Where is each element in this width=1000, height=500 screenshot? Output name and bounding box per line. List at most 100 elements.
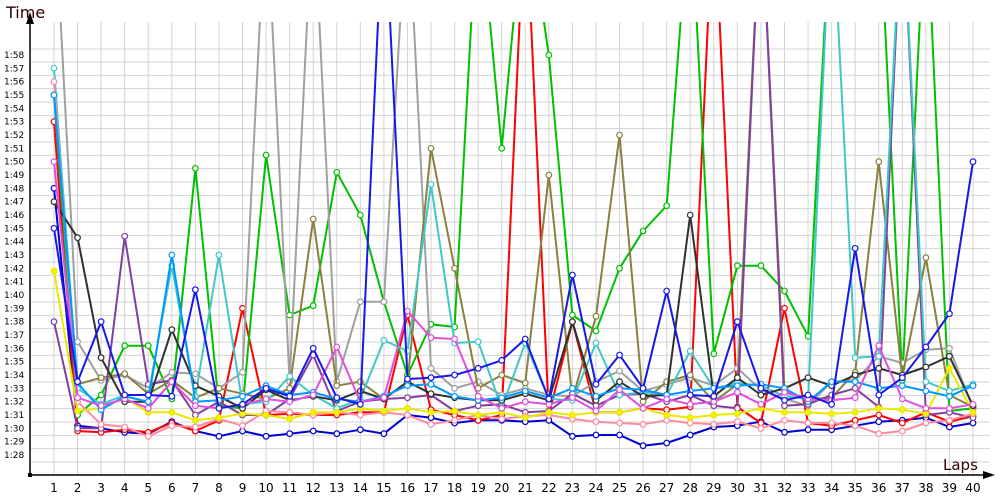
y-tick-label: 1:50	[4, 158, 24, 168]
data-point	[286, 311, 294, 319]
data-point	[521, 379, 529, 387]
data-point	[639, 392, 647, 400]
x-tick-label: 16	[400, 481, 415, 495]
data-point	[380, 298, 388, 306]
data-point	[898, 382, 906, 390]
data-point	[592, 339, 600, 347]
data-point	[851, 394, 859, 402]
x-tick-label: 12	[306, 481, 321, 495]
data-point	[74, 378, 81, 386]
data-point	[757, 424, 765, 432]
y-tick-label: 1:57	[4, 64, 24, 74]
y-tick-label: 1:33	[4, 384, 24, 394]
data-point	[74, 407, 81, 415]
data-point	[545, 51, 553, 59]
x-tick-label: 1	[50, 481, 58, 495]
series-driver-pink	[50, 78, 977, 440]
y-tick-label: 1:47	[4, 198, 24, 208]
data-point	[451, 416, 458, 424]
data-point	[427, 380, 435, 388]
x-axis-arrow	[983, 471, 995, 479]
data-point	[498, 356, 506, 364]
data-point	[521, 414, 529, 422]
data-point	[898, 374, 906, 382]
data-point	[875, 352, 883, 360]
data-point	[710, 420, 718, 428]
x-tick-label: 19	[471, 481, 486, 495]
data-point	[969, 382, 977, 390]
data-point	[898, 427, 906, 435]
series-line	[53, 94, 974, 411]
data-point	[286, 372, 294, 380]
x-tick-label: 33	[800, 481, 815, 495]
data-point	[309, 344, 317, 352]
y-tick-label: 1:37	[4, 331, 24, 341]
data-point	[922, 419, 930, 427]
series-line	[59, 22, 974, 409]
x-tick-label: 32	[777, 481, 792, 495]
data-point	[74, 424, 81, 432]
y-tick-label: 1:35	[4, 358, 24, 368]
data-point	[121, 232, 129, 240]
y-tick-label: 1:55	[4, 91, 24, 101]
y-tick-label: 1:30	[4, 424, 24, 434]
data-point	[97, 420, 105, 428]
data-point	[804, 419, 812, 427]
data-point	[851, 371, 859, 379]
series-group	[50, 22, 977, 450]
data-point	[545, 395, 553, 403]
data-point	[286, 415, 294, 423]
series-line	[53, 22, 974, 410]
x-tick-label: 18	[447, 481, 462, 495]
y-tick-label: 1:53	[4, 118, 24, 128]
x-tick-label: 13	[329, 481, 344, 495]
data-point	[686, 414, 694, 422]
y-tick-label: 1:44	[4, 238, 24, 248]
x-tick-label: 30	[730, 481, 745, 495]
data-point	[191, 416, 199, 424]
data-point	[733, 410, 741, 418]
y-tick-label: 1:48	[4, 184, 24, 194]
data-point	[239, 368, 246, 376]
data-point	[50, 91, 58, 99]
data-point	[262, 411, 270, 419]
data-point	[781, 304, 788, 312]
data-point	[781, 388, 788, 396]
y-tick-label: 1:38	[4, 318, 24, 328]
data-point	[851, 422, 859, 430]
y-tick-label: 1:36	[4, 344, 24, 354]
x-tick-label: 4	[121, 481, 129, 495]
data-point	[404, 307, 411, 315]
data-point	[733, 318, 741, 326]
data-point	[592, 431, 600, 439]
data-point	[710, 411, 718, 419]
data-point	[757, 400, 765, 408]
data-point	[50, 224, 58, 232]
data-point	[710, 350, 718, 358]
data-point	[451, 407, 458, 415]
data-point	[215, 432, 223, 440]
series-line	[53, 201, 974, 410]
data-point	[592, 418, 600, 426]
data-point	[286, 430, 294, 438]
data-point	[380, 407, 388, 415]
data-point	[97, 402, 105, 410]
data-point	[946, 364, 953, 372]
data-point	[569, 432, 576, 440]
data-point	[451, 384, 458, 392]
data-point	[521, 398, 529, 406]
data-point	[733, 262, 741, 270]
data-point	[427, 180, 435, 188]
data-point	[639, 404, 647, 412]
data-point	[851, 408, 859, 416]
data-point	[686, 431, 694, 439]
series-line	[53, 22, 974, 416]
data-point	[50, 158, 58, 166]
data-point	[191, 164, 199, 172]
x-tick-label: 37	[895, 481, 910, 495]
data-point	[569, 311, 576, 319]
y-tick-label: 1:54	[4, 104, 24, 114]
data-point	[262, 151, 270, 159]
data-point	[74, 338, 81, 346]
